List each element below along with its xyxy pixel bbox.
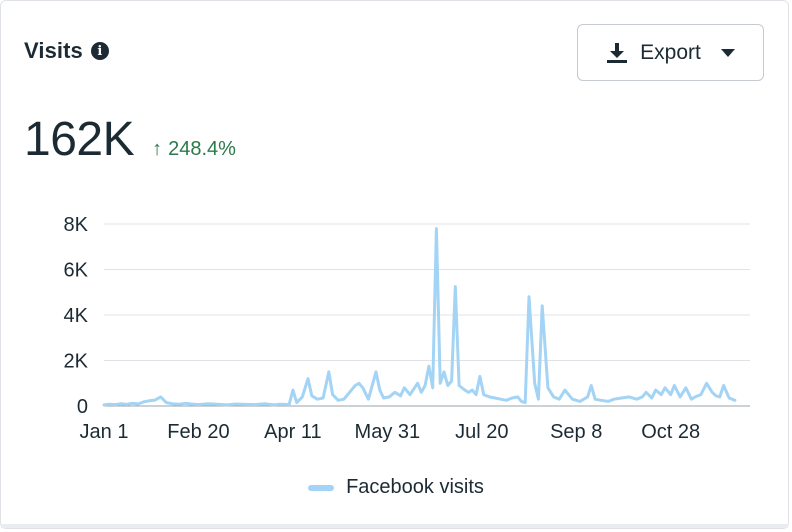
x-tick-label: Feb 20 (167, 421, 229, 443)
legend-label: Facebook visits (346, 476, 484, 498)
visits-line-chart: 0 2K 4K 6K 8K Jan 1 Feb 20 Apr 11 May 31 Jul 20 Se… (64, 214, 750, 443)
metric-delta-value: 248.4% (168, 138, 236, 160)
x-tick-label: Jul 20 (455, 421, 508, 443)
x-tick-label: Sep 8 (550, 421, 602, 443)
metric-value: 162K (24, 113, 135, 166)
y-tick-label: 6K (64, 260, 89, 282)
x-tick-label: May 31 (355, 421, 421, 443)
info-icon[interactable]: i (90, 42, 109, 60)
export-button[interactable]: Export (577, 24, 764, 81)
card-title: Visits (24, 38, 83, 63)
export-label: Export (640, 40, 701, 64)
x-tick-label: Apr 11 (264, 421, 321, 443)
y-tick-label: 2K (64, 351, 89, 373)
y-tick-label: 4K (64, 305, 89, 327)
x-tick-label: Oct 28 (641, 421, 700, 443)
x-tick-label: Jan 1 (80, 421, 129, 443)
arrow-up-icon: ↑ (152, 138, 163, 160)
legend-swatch (308, 484, 335, 491)
chevron-down-icon (720, 48, 735, 57)
download-icon (607, 42, 628, 63)
series-line (102, 227, 737, 407)
y-tick-label: 8K (64, 214, 89, 236)
metric-row: 162K ↑ 248.4% (24, 112, 236, 167)
card-bottom-border (1, 524, 788, 528)
chart-legend: Facebook visits (0, 476, 792, 499)
metric-delta: ↑ 248.4% (152, 138, 236, 161)
card-header: Visits i (24, 38, 109, 64)
y-tick-label: 0 (77, 396, 88, 418)
